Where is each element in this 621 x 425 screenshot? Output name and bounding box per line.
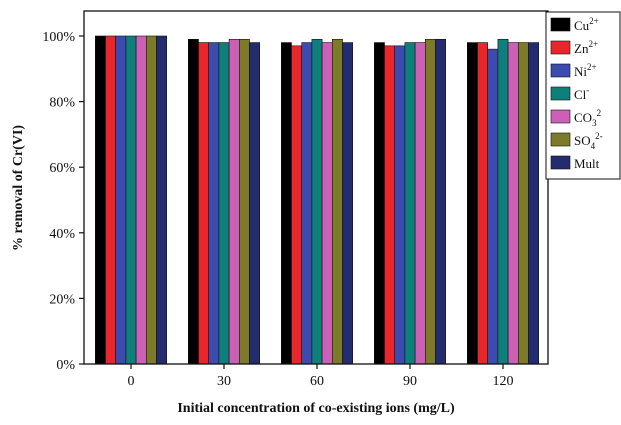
bar-zn-120 — [477, 42, 488, 365]
bar-so-0 — [146, 35, 157, 365]
bar-mult-120 — [528, 42, 539, 365]
bar-cl-60 — [311, 38, 323, 365]
bar-so-30 — [239, 38, 250, 365]
bar-cl-90 — [404, 42, 416, 365]
y-tick-label: 0% — [56, 358, 75, 373]
bar-zn-60 — [291, 45, 302, 365]
bar-ni-120 — [487, 48, 499, 365]
y-axis-title: % removal of Cr(VI) — [11, 125, 26, 251]
bar-co-60 — [321, 42, 333, 365]
y-tick-label: 80% — [49, 96, 75, 111]
legend-swatch-co — [550, 109, 571, 124]
bar-co-90 — [414, 42, 426, 365]
bar-ni-0 — [115, 35, 127, 365]
bar-ni-90 — [394, 45, 406, 365]
bar-co-30 — [228, 38, 240, 365]
x-axis-title: Initial concentration of co-existing ion… — [177, 401, 455, 416]
bar-ni-60 — [301, 42, 313, 365]
legend-swatch-zn — [550, 40, 571, 55]
bar-mult-30 — [249, 42, 260, 365]
bar-cl-0 — [125, 35, 137, 365]
bar-mult-0 — [156, 35, 167, 365]
legend-label-cu: Cu2+ — [574, 16, 599, 33]
plot-frame — [83, 10, 549, 365]
legend: Cu2+ Zn2+ Ni2+ Cl- CO32 SO42- Mult — [545, 11, 621, 180]
bar-zn-90 — [384, 45, 395, 365]
legend-label-so: SO42- — [574, 131, 603, 151]
bar-so-60 — [331, 38, 343, 365]
x-tick-label: 30 — [217, 374, 231, 389]
bar-cl-120 — [497, 38, 509, 365]
legend-label-mult: Mult — [574, 156, 600, 171]
bar-mult-60 — [342, 42, 353, 365]
y-tick-label: 20% — [49, 292, 75, 307]
x-tick-label: 60 — [310, 374, 324, 389]
legend-label-zn: Zn2+ — [574, 39, 598, 56]
ticks-layer: 0% 20% 40% 60% 80% 100% 0 30 60 90 120 — [42, 30, 513, 389]
legend-swatch-cu — [550, 17, 571, 32]
bar-zn-0 — [105, 35, 116, 365]
bar-zn-30 — [198, 42, 209, 365]
bar-cu-0 — [95, 35, 106, 365]
legend-swatch-so — [550, 132, 571, 147]
y-tick-label: 100% — [42, 30, 75, 45]
x-tick-label: 120 — [493, 374, 514, 389]
bar-ni-30 — [208, 42, 220, 365]
bar-so-120 — [517, 42, 529, 365]
legend-label-co: CO32 — [574, 108, 601, 128]
x-tick-label: 90 — [403, 374, 417, 389]
bar-so-90 — [424, 38, 436, 365]
bars-layer — [95, 35, 539, 365]
y-tick-label: 40% — [49, 227, 75, 242]
legend-swatch-ni — [550, 63, 571, 78]
bar-cu-30 — [188, 38, 199, 365]
bar-cl-30 — [218, 42, 230, 365]
bar-co-0 — [135, 35, 147, 365]
bar-cu-60 — [280, 42, 292, 365]
legend-swatch-cl — [550, 86, 571, 101]
legend-label-cl: Cl- — [574, 85, 589, 102]
bar-mult-90 — [435, 38, 446, 365]
bar-cu-90 — [373, 42, 385, 365]
legend-swatch-mult — [550, 155, 571, 170]
y-tick-label: 60% — [49, 161, 75, 176]
x-tick-label: 0 — [128, 374, 135, 389]
bar-co-120 — [507, 42, 519, 365]
bar-cu-120 — [466, 42, 478, 365]
legend-label-ni: Ni2+ — [574, 62, 597, 79]
